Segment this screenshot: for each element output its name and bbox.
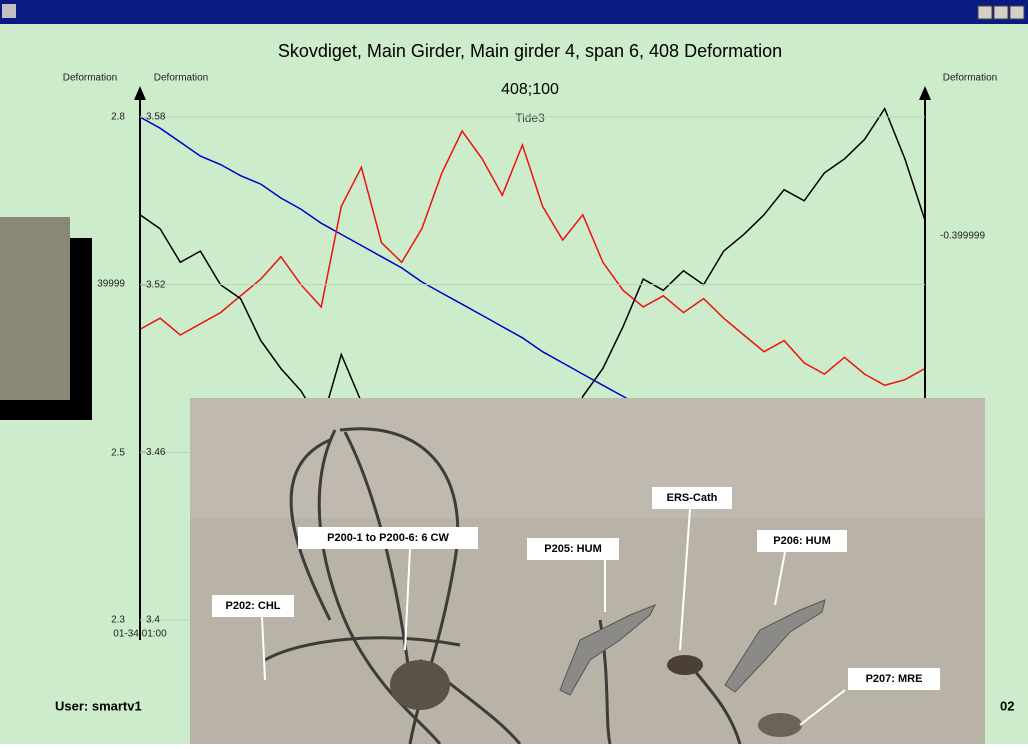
outer-tick-label: 39999 (97, 279, 125, 290)
app-icon[interactable] (2, 4, 16, 18)
gray-box (0, 217, 70, 400)
photo-label: P206: HUM (773, 535, 830, 547)
junction (390, 660, 450, 710)
photo-label: P205: HUM (544, 543, 601, 555)
photo-label: P207: MRE (866, 673, 923, 685)
minimize-button[interactable] (978, 6, 992, 19)
outer-tick-label: 2.8 (111, 112, 125, 123)
spot (758, 713, 802, 737)
axis-label: Deformation (63, 73, 117, 84)
y-tick-label: 3.46 (146, 447, 166, 458)
y2-tick-label: -0.399999 (940, 231, 985, 242)
axis-label: Deformation (154, 73, 208, 84)
close-button[interactable] (1010, 6, 1024, 19)
annotation: Tide3 (515, 111, 545, 125)
outer-tick-label: 2.5 (111, 448, 125, 459)
user-label: User: smartv1 (55, 698, 142, 713)
y-tick-label: 3.58 (146, 112, 166, 123)
outer-tick-label: 2.3 (111, 615, 125, 626)
sensor (667, 655, 703, 675)
photo-label: P202: CHL (225, 600, 280, 612)
photo-label: P200-1 to P200-6: 6 CW (327, 532, 449, 544)
screen: Skovdiget, Main Girder, Main girder 4, s… (0, 0, 1028, 744)
chart-subtitle: 408;100 (501, 81, 559, 98)
maximize-button[interactable] (994, 6, 1008, 19)
photo-shade (190, 398, 985, 518)
photo-label: ERS-Cath (667, 492, 718, 504)
title-bar (0, 0, 1028, 24)
chart-title: Skovdiget, Main Girder, Main girder 4, s… (278, 41, 782, 61)
y-tick-label: 3.4 (146, 615, 160, 626)
axis-label: Deformation (943, 73, 997, 84)
photo: P200-1 to P200-6: 6 CW P202: CHL P205: H… (190, 398, 985, 744)
y-tick-label: 3.52 (146, 279, 166, 290)
status-code: 02 (1000, 698, 1014, 713)
